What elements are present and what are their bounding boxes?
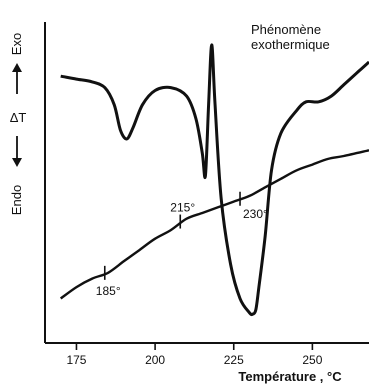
exo-arrowhead-icon	[12, 63, 22, 72]
marker-label-2: 230°	[243, 207, 268, 221]
dta-curve	[60, 43, 369, 317]
delta-t-label: ΔT	[10, 110, 27, 125]
annotation-line-1: Phénomène	[251, 22, 321, 37]
annotation-line-2: exothermique	[251, 37, 330, 52]
x-tick-label-250: 250	[302, 353, 322, 367]
x-tick-label-175: 175	[66, 353, 86, 367]
x-axis-ticks: 175 200 225 250	[66, 343, 323, 367]
marker-label-1: 215°	[170, 201, 195, 215]
x-tick-label-225: 225	[224, 353, 244, 367]
x-tick-label-200: 200	[145, 353, 165, 367]
baseline-curve	[59, 149, 369, 300]
temperature-markers: 185° 215° 230°	[96, 191, 268, 298]
x-axis-label: Température , °C	[238, 369, 342, 384]
endo-arrowhead-icon	[12, 158, 22, 167]
annotation-label: Phénomène exothermique	[251, 22, 330, 52]
endo-label: Endo	[9, 185, 24, 215]
marker-label-0: 185°	[96, 284, 121, 298]
y-axis-label-group: Exo ΔT Endo	[9, 33, 26, 215]
exo-label: Exo	[9, 33, 24, 55]
